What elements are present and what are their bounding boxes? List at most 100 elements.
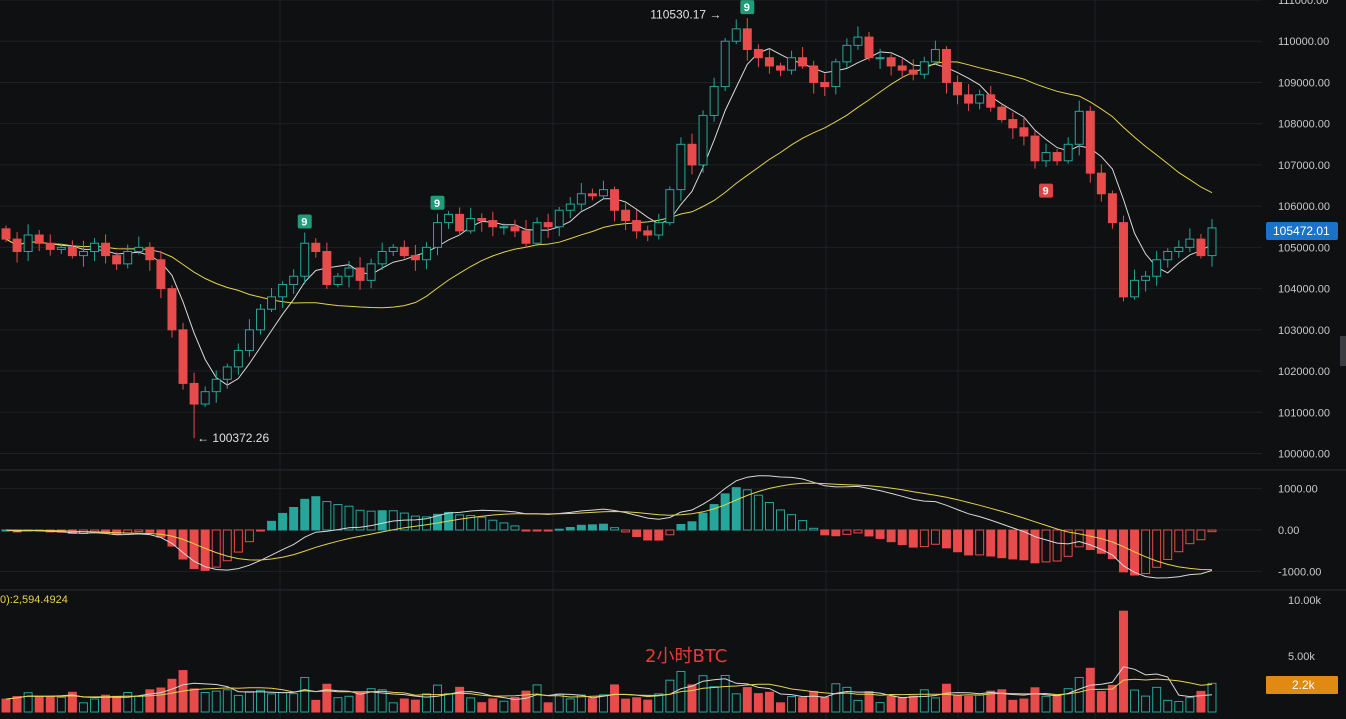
volume-bar bbox=[776, 702, 785, 713]
candle-body bbox=[255, 308, 265, 331]
scroll-handle[interactable] bbox=[1340, 336, 1346, 366]
candle-body bbox=[45, 242, 55, 250]
volume-bar bbox=[233, 694, 243, 713]
volume-bar bbox=[709, 686, 719, 713]
macd-histogram-bar bbox=[145, 529, 155, 533]
volume-bar bbox=[1008, 699, 1018, 713]
volume-bar bbox=[399, 698, 409, 713]
volume-bar bbox=[975, 694, 985, 713]
volume-bar bbox=[532, 684, 542, 713]
macd-histogram-bar bbox=[233, 529, 243, 553]
price-axis[interactable]: 111000.00 110000.00 109000.00 108000.00 1070… bbox=[1278, 0, 1330, 663]
candle-body bbox=[1163, 250, 1173, 261]
candle-body bbox=[886, 57, 896, 67]
candle-body bbox=[499, 226, 509, 229]
volume-bar bbox=[145, 689, 155, 713]
macd-histogram-bar bbox=[919, 529, 929, 548]
candle-body bbox=[941, 48, 951, 83]
candle-body bbox=[543, 222, 553, 228]
volume-bar bbox=[1141, 695, 1151, 713]
macd-histogram-bar bbox=[997, 529, 1007, 559]
volume-bar bbox=[731, 693, 741, 713]
volume-bar bbox=[1074, 677, 1084, 713]
macd-histogram-bar bbox=[853, 529, 863, 534]
candle-body bbox=[433, 222, 442, 248]
candle-body bbox=[233, 349, 243, 368]
volume-bar bbox=[34, 695, 44, 713]
price-tick-label: 102000.00 bbox=[1278, 366, 1330, 378]
candle-body bbox=[189, 382, 199, 405]
volume-bar bbox=[643, 699, 653, 713]
td-sequential-mark bbox=[1039, 183, 1054, 198]
macd-histogram-bar bbox=[842, 529, 852, 535]
candle-body bbox=[776, 65, 785, 71]
candle-body bbox=[267, 296, 277, 310]
volume-bar bbox=[78, 702, 88, 713]
volume-bar bbox=[499, 700, 509, 713]
macd-panel bbox=[1, 475, 1217, 579]
volume-legend: 0):2,594.4924 bbox=[0, 594, 68, 606]
macd-dif-line bbox=[5, 475, 1213, 579]
macd-histogram-bar bbox=[930, 529, 940, 545]
candle-body bbox=[820, 81, 830, 88]
candle-body bbox=[1063, 143, 1073, 162]
macd-histogram-bar bbox=[289, 506, 299, 531]
td-sequential-mark bbox=[740, 0, 755, 15]
candle-body bbox=[211, 378, 221, 393]
volume-bar bbox=[134, 695, 144, 713]
macd-histogram-bar bbox=[1207, 529, 1217, 533]
candle-body bbox=[621, 209, 631, 222]
price-tick-label: 107000.00 bbox=[1278, 160, 1330, 172]
macd-histogram-bar bbox=[167, 529, 177, 547]
last-price-tag-bg bbox=[1266, 222, 1338, 240]
candle-body bbox=[975, 94, 985, 104]
volume-bar bbox=[433, 684, 442, 713]
price-tick-label: 104000.00 bbox=[1278, 284, 1330, 296]
volume-bar bbox=[300, 677, 310, 713]
volume-bar bbox=[621, 698, 631, 713]
volume-bar bbox=[1030, 687, 1040, 713]
candle-body bbox=[90, 242, 99, 252]
volume-bar bbox=[764, 691, 774, 713]
macd-histogram-bar bbox=[455, 514, 465, 531]
candle-body bbox=[842, 44, 852, 63]
macd-tick-label: -1000.00 bbox=[1278, 566, 1321, 578]
volume-bar bbox=[787, 696, 797, 713]
candle-body bbox=[23, 234, 33, 252]
candle-body bbox=[112, 255, 122, 265]
volume-bar bbox=[355, 692, 365, 713]
macd-histogram-bar bbox=[643, 529, 653, 541]
candle-body bbox=[919, 61, 929, 75]
macd-histogram-bar bbox=[709, 504, 719, 531]
volume-bar bbox=[919, 689, 929, 713]
macd-histogram-bar bbox=[964, 529, 974, 556]
macd-histogram-bar bbox=[953, 529, 963, 553]
volume-bar bbox=[322, 683, 332, 713]
candle-body bbox=[399, 246, 409, 257]
volume-bar bbox=[742, 687, 752, 713]
candle-body bbox=[676, 143, 686, 191]
volume-bar bbox=[255, 689, 265, 713]
price-tick-label: 111000.00 bbox=[1278, 0, 1328, 7]
volume-bar bbox=[45, 695, 55, 713]
macd-histogram-bar bbox=[554, 528, 564, 531]
candle-body bbox=[930, 48, 940, 63]
candle-body bbox=[300, 242, 310, 277]
macd-histogram-bar bbox=[377, 510, 387, 531]
candle-body bbox=[753, 48, 763, 59]
macd-histogram-bar bbox=[466, 515, 476, 531]
volume-bar bbox=[344, 695, 354, 713]
candle-body bbox=[853, 36, 863, 46]
price-tick-label: 105000.00 bbox=[1278, 242, 1330, 254]
candle-body bbox=[123, 250, 133, 265]
candle-body bbox=[278, 283, 288, 298]
candle-body bbox=[875, 57, 885, 60]
macd-histogram-bar bbox=[1107, 529, 1117, 560]
volume-bar bbox=[311, 699, 321, 713]
macd-histogram-bar bbox=[178, 529, 188, 560]
candle-body bbox=[687, 143, 697, 166]
candle-body bbox=[742, 28, 752, 50]
candle-body bbox=[587, 193, 597, 197]
candle-body bbox=[632, 220, 642, 232]
